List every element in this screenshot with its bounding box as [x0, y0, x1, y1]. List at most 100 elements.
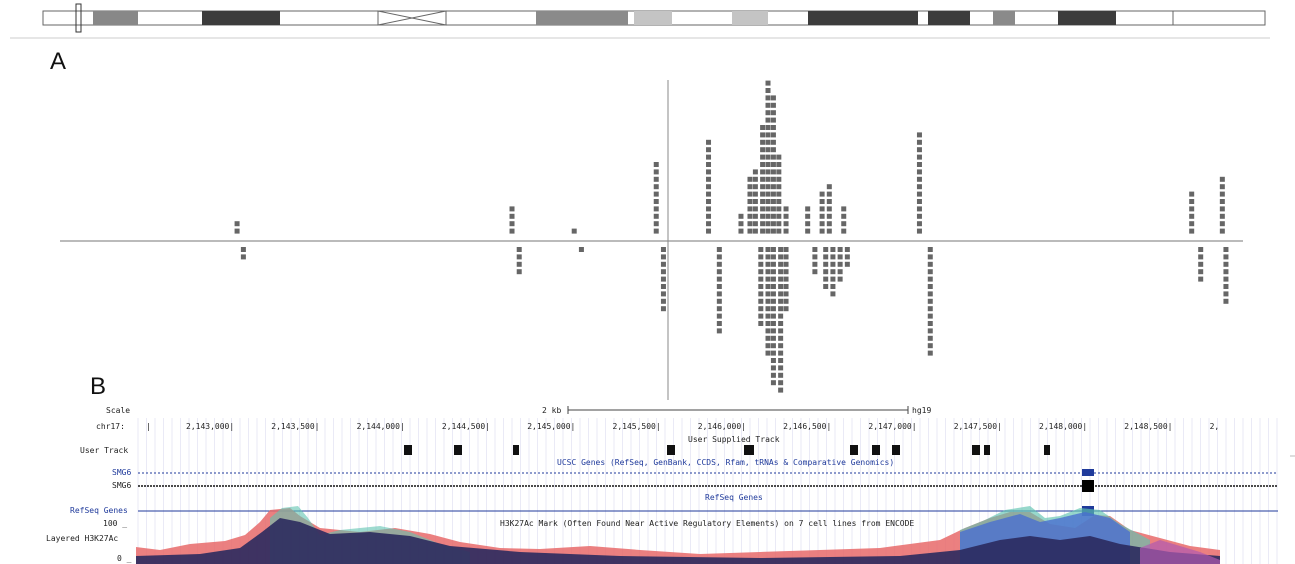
- read-mark: [819, 199, 825, 204]
- read-column-above-17: [916, 132, 922, 234]
- read-mark: [927, 269, 933, 275]
- read-mark: [578, 247, 584, 252]
- read-mark: [706, 191, 712, 197]
- read-mark: [783, 247, 789, 252]
- read-mark: [819, 228, 825, 234]
- read-mark: [516, 254, 522, 260]
- read-mark: [783, 284, 789, 289]
- read-mark: [706, 228, 712, 234]
- read-mark: [516, 261, 522, 267]
- read-mark: [765, 199, 771, 204]
- read-mark: [770, 372, 776, 378]
- read-column-below-15: [927, 247, 933, 356]
- refseq-genes-label[interactable]: RefSeq Genes: [70, 506, 128, 515]
- read-mark: [234, 221, 240, 227]
- read-mark: [770, 176, 776, 182]
- gene-label-smg6-1[interactable]: SMG6: [112, 468, 132, 477]
- user-track-label[interactable]: User Track: [80, 446, 129, 455]
- read-mark: [783, 269, 789, 275]
- read-mark: [776, 228, 782, 234]
- read-mark: [760, 199, 766, 204]
- read-mark: [509, 206, 515, 212]
- read-column-below-12: [830, 247, 836, 297]
- read-mark: [747, 213, 753, 219]
- read-column-below-11: [823, 247, 829, 289]
- read-mark: [778, 291, 784, 297]
- read-mark: [916, 213, 922, 219]
- read-mark: [819, 221, 825, 227]
- read-mark: [783, 206, 789, 212]
- read-mark: [844, 261, 850, 267]
- read-column-below-9: [783, 247, 789, 312]
- read-mark: [770, 254, 776, 260]
- read-mark: [927, 343, 933, 349]
- read-mark: [776, 169, 782, 175]
- coord-tick: 2,147,000|: [868, 422, 917, 431]
- read-mark: [776, 176, 782, 182]
- read-mark: [916, 154, 922, 160]
- gene-label-smg6-2[interactable]: SMG6: [112, 481, 132, 490]
- read-mark: [916, 147, 922, 153]
- read-mark: [1198, 276, 1204, 282]
- read-mark: [823, 261, 829, 267]
- read-mark: [1223, 284, 1229, 289]
- read-mark: [770, 298, 776, 304]
- read-mark: [653, 206, 659, 212]
- read-mark: [765, 191, 771, 197]
- read-mark: [927, 284, 933, 289]
- read-column-below-16: [1198, 247, 1204, 282]
- read-mark: [830, 247, 836, 252]
- coord-tick: 2,145,000|: [527, 422, 576, 431]
- read-mark: [826, 206, 832, 212]
- read-column-below-1: [516, 247, 522, 275]
- read-column-above-11: [776, 154, 782, 234]
- read-mark: [660, 269, 666, 275]
- read-mark: [770, 291, 776, 297]
- read-mark: [770, 365, 776, 371]
- read-mark: [826, 184, 832, 190]
- read-mark: [765, 213, 771, 219]
- read-mark: [758, 261, 764, 267]
- read-mark: [776, 191, 782, 197]
- read-mark: [660, 254, 666, 260]
- read-mark: [778, 321, 784, 326]
- read-mark: [706, 206, 712, 212]
- read-mark: [765, 228, 771, 234]
- read-mark: [841, 206, 847, 212]
- read-mark: [826, 228, 832, 234]
- read-mark: [770, 154, 776, 160]
- read-mark: [778, 350, 784, 356]
- read-mark: [837, 269, 843, 275]
- read-mark: [716, 306, 722, 312]
- read-pileup-plot: [60, 80, 1243, 400]
- read-mark: [653, 228, 659, 234]
- h3k27ac-label[interactable]: Layered H3K27Ac: [46, 534, 119, 543]
- read-mark: [765, 335, 771, 341]
- read-mark: [758, 254, 764, 260]
- read-mark: [752, 221, 758, 227]
- read-mark: [776, 154, 782, 160]
- read-mark: [765, 117, 771, 123]
- read-mark: [760, 139, 766, 145]
- read-mark: [812, 269, 818, 275]
- read-mark: [1219, 191, 1225, 197]
- read-mark: [819, 213, 825, 219]
- read-mark: [778, 365, 784, 371]
- read-mark: [778, 313, 784, 319]
- read-column-above-19: [1219, 176, 1225, 234]
- chrom-label: chr17:: [96, 422, 125, 431]
- read-mark: [765, 162, 771, 167]
- coord-tick: 2,147,500|: [953, 422, 1002, 431]
- read-mark: [770, 261, 776, 267]
- read-mark: [752, 176, 758, 182]
- coord-tick: 2,148,000|: [1039, 422, 1088, 431]
- coord-tick: 2,148,500|: [1124, 422, 1173, 431]
- read-mark: [738, 213, 744, 219]
- read-mark: [770, 328, 776, 334]
- read-mark: [240, 247, 246, 252]
- read-mark: [778, 380, 784, 386]
- read-mark: [916, 199, 922, 204]
- read-mark: [760, 154, 766, 160]
- read-mark: [830, 276, 836, 282]
- read-mark: [765, 154, 771, 160]
